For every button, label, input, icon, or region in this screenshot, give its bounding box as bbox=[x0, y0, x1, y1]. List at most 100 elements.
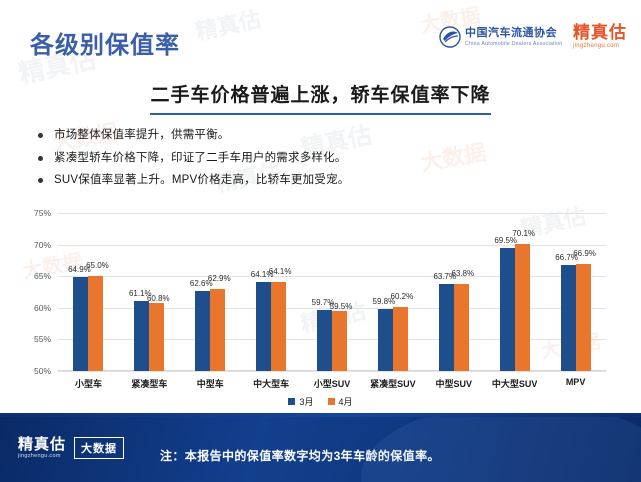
chart-bars bbox=[58, 213, 119, 371]
chart-gridline bbox=[58, 371, 606, 372]
bullet-text: 紧凑型轿车价格下降，印证了二手车用户的需求多样化。 bbox=[54, 151, 347, 164]
legend-label: 3月 bbox=[299, 397, 314, 407]
x-axis-tick-label: 小型SUV bbox=[313, 379, 351, 389]
subtitle: 二手车价格普遍上涨，轿车保值率下降 bbox=[150, 80, 491, 115]
chart-bar-group: 64.1% 64.1% bbox=[241, 213, 302, 371]
y-axis-tick-label: 65% bbox=[33, 271, 51, 282]
chart-value-label: 69.5% bbox=[494, 235, 518, 245]
chart-bar-group: 59.7% 59.5% bbox=[302, 213, 363, 371]
x-axis-tick-label: 紧凑型SUV bbox=[370, 379, 416, 389]
cada-logo-text: 中国汽车流通协会 China Automobile Dealers Associ… bbox=[465, 26, 562, 45]
chart-value-label: 64.1% bbox=[250, 269, 274, 279]
chart-value-label: 64.9% bbox=[68, 264, 91, 274]
chart-bar[interactable] bbox=[134, 300, 150, 371]
footer-note: 注：本报告中的保值率数字均为3年车龄的保值率。 bbox=[160, 449, 440, 463]
bar-chart: 50% 55% 60% 65% 70% 75% 64.9% 65.0% 61.1% 60.8% 62… bbox=[0, 205, 641, 410]
chart-gridline bbox=[58, 244, 606, 246]
chart-value-label: 66.7% bbox=[555, 253, 578, 263]
x-axis-tick-label: MPV bbox=[565, 377, 586, 387]
chart-bar-group: 64.9% 65.0% bbox=[58, 213, 119, 371]
x-axis-tick-label: 中大型车 bbox=[253, 379, 290, 389]
legend-item[interactable]: 4月 bbox=[327, 395, 353, 408]
chart-bar-group: 63.7% 63.8% bbox=[423, 213, 484, 371]
chart-legend: 3月 4月 bbox=[0, 395, 641, 408]
footer: 精真估 jingzhengu.com 大数据 注：本报告中的保值率数字均为3年车… bbox=[0, 417, 641, 482]
chart-bar[interactable] bbox=[514, 243, 530, 371]
chart-bar-group: 66.7% 66.9% bbox=[545, 213, 606, 371]
footer-logo-text: 精真估 jingzhengu.com bbox=[18, 437, 66, 460]
bullet-text: 市场整体保值率提升，供需平衡。 bbox=[54, 129, 230, 141]
jingzhengu-logo-en: jingzhengu.com bbox=[573, 43, 620, 49]
footer-logo-en: jingzhengu.com bbox=[18, 453, 61, 459]
x-axis-tick-label: 紧凑型车 bbox=[131, 379, 168, 389]
legend-swatch-icon bbox=[327, 398, 335, 405]
chart-value-label: 65.0% bbox=[86, 261, 109, 271]
chart-bar[interactable] bbox=[317, 309, 332, 371]
chart-value-label: 62.9% bbox=[207, 274, 231, 284]
cada-emblem-icon bbox=[439, 25, 461, 48]
bullet-list: 市场整体保值率提升，供需平衡。 紧凑型轿车价格下降，印证了二手车用户的需求多样化… bbox=[38, 128, 598, 196]
chart-bar[interactable] bbox=[560, 265, 576, 371]
chart-bar[interactable] bbox=[149, 302, 165, 371]
chart-bar[interactable] bbox=[392, 306, 408, 371]
chart-bar[interactable] bbox=[271, 281, 287, 371]
chart-value-label: 66.9% bbox=[573, 249, 596, 259]
chart-bar[interactable] bbox=[377, 309, 393, 371]
bullet-text: SUV保值率显著上升。MPV价格走高，比轿车更加受宠。 bbox=[54, 174, 350, 187]
chart-bar[interactable] bbox=[332, 310, 347, 371]
header: 各级别保值率 中国汽车流通协会 China Automobile Dealers… bbox=[0, 0, 641, 70]
y-axis-tick-label: 75% bbox=[33, 208, 51, 218]
chart-bar[interactable] bbox=[499, 247, 515, 371]
chart-value-label: 70.1% bbox=[512, 228, 536, 238]
chart-value-label: 59.8% bbox=[372, 297, 396, 307]
legend-label: 4月 bbox=[338, 397, 353, 407]
list-item: 紧凑型轿车价格下降，印证了二手车用户的需求多样化。 bbox=[38, 151, 598, 167]
chart-value-label: 63.7% bbox=[433, 272, 457, 282]
y-axis-tick-label: 55% bbox=[33, 334, 51, 345]
chart-bars bbox=[241, 213, 302, 371]
chart-value-label: 60.8% bbox=[146, 293, 170, 303]
chart-bar[interactable] bbox=[88, 276, 104, 371]
x-axis-tick-label: 小型车 bbox=[74, 379, 102, 389]
chart-gridline bbox=[58, 276, 606, 278]
subtitle-container: 二手车价格普遍上涨，轿车保值率下降 bbox=[0, 80, 641, 115]
chart-bar[interactable] bbox=[73, 276, 89, 371]
chart-bars bbox=[119, 213, 180, 371]
legend-item[interactable]: 3月 bbox=[288, 395, 314, 408]
chart-bar[interactable] bbox=[195, 291, 211, 371]
jingzhengu-logo-cn: 精真估 bbox=[573, 23, 627, 42]
chart-bars bbox=[362, 213, 423, 371]
header-logos: 中国汽车流通协会 China Automobile Dealers Associ… bbox=[439, 24, 627, 49]
cada-logo: 中国汽车流通协会 China Automobile Dealers Associ… bbox=[439, 25, 562, 48]
footer-logo: 精真估 jingzhengu.com 大数据 bbox=[18, 437, 125, 460]
cada-logo-en: China Automobile Dealers Association bbox=[465, 39, 563, 46]
chart-bar[interactable] bbox=[256, 281, 272, 371]
chart-bar-group: 61.1% 60.8% bbox=[119, 213, 180, 371]
list-item: SUV保值率显著上升。MPV价格走高，比轿车更加受宠。 bbox=[38, 173, 598, 189]
chart-value-label: 64.1% bbox=[268, 266, 292, 276]
y-axis-tick-label: 70% bbox=[33, 239, 51, 250]
bullet-dot-icon bbox=[38, 155, 43, 161]
y-axis-tick-label: 50% bbox=[33, 366, 51, 376]
bullet-dot-icon bbox=[38, 178, 43, 184]
x-axis-labels: 小型车 紧凑型车 中型车 中大型车 小型SUV 紧凑型SUV 中型SUV 中大型SUV MPV bbox=[58, 377, 606, 390]
chart-value-label: 61.1% bbox=[128, 288, 152, 298]
chart-bar[interactable] bbox=[210, 289, 226, 371]
chart-value-label: 59.7% bbox=[311, 297, 335, 307]
page-title: 各级别保值率 bbox=[30, 32, 180, 59]
chart-bar[interactable] bbox=[453, 283, 469, 371]
list-item: 市场整体保值率提升，供需平衡。 bbox=[38, 128, 598, 144]
chart-bar[interactable] bbox=[575, 264, 591, 371]
chart-value-label: 60.2% bbox=[390, 291, 414, 301]
x-axis-tick-label: 中型车 bbox=[196, 379, 224, 389]
chart-plot-area: 50% 55% 60% 65% 70% 75% 64.9% 65.0% 61.1% 60.8% 62… bbox=[34, 208, 606, 376]
chart-bars bbox=[423, 213, 484, 371]
chart-value-label: 63.8% bbox=[451, 268, 475, 278]
x-axis-tick-label: 中大型SUV bbox=[491, 379, 538, 389]
cada-logo-cn: 中国汽车流通协会 bbox=[465, 26, 557, 39]
chart-bar-group: 69.5% 70.1% bbox=[484, 213, 545, 371]
chart-bar[interactable] bbox=[438, 284, 454, 371]
chart-bar-groups: 64.9% 65.0% 61.1% 60.8% 62.6% 62.9% 64.1% 64.1%… bbox=[58, 213, 606, 371]
chart-bars bbox=[180, 213, 241, 371]
chart-bars bbox=[545, 213, 606, 371]
